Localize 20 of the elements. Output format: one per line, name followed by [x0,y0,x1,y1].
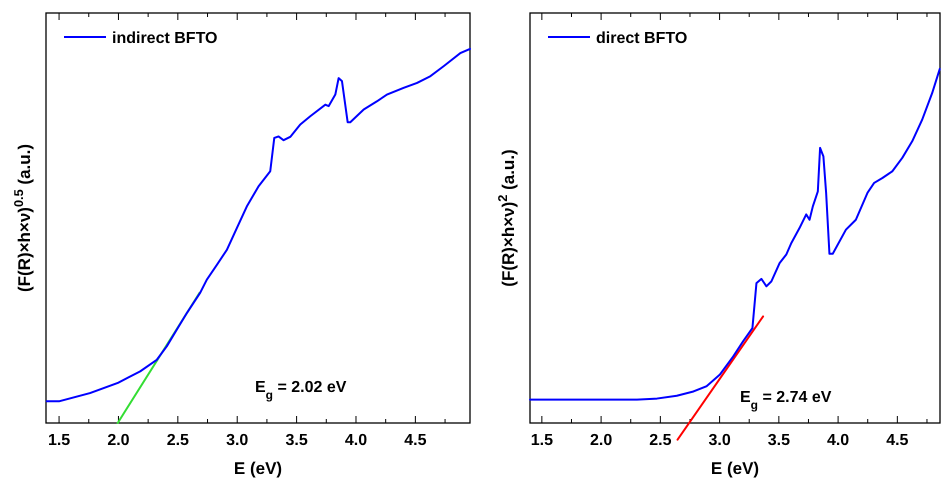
x-tick-label: 3.0 [708,432,731,449]
x-tick-label: 2.5 [649,432,672,449]
x-tick-label: 3.5 [285,432,308,449]
x-tick-label: 2.0 [107,432,130,449]
legend-label: indirect BFTO [112,30,218,47]
x-tick-label: 3.5 [768,432,790,449]
x-tick-label: 4.5 [404,432,427,449]
x-tick-label: 1.5 [48,432,70,449]
annotation: E$_{g}$ = 2.74 eV [740,389,832,412]
x-tick-label: 3.0 [226,432,248,449]
x-axis-title: E (eV) [234,459,282,478]
x-tick-label: 4.0 [826,432,850,449]
x-tick-label: 2.5 [166,432,190,449]
x-tick-label: 2.0 [590,432,612,449]
x-axis-title: E (eV) [710,459,760,478]
annotation: E$_{g}$ = 2.02 eV [255,379,347,402]
x-tick-label: 1.5 [530,432,554,449]
x-tick-label: 4.0 [344,432,368,449]
legend-label: direct BFTO [596,30,688,47]
x-tick-label: 4.5 [886,432,909,449]
